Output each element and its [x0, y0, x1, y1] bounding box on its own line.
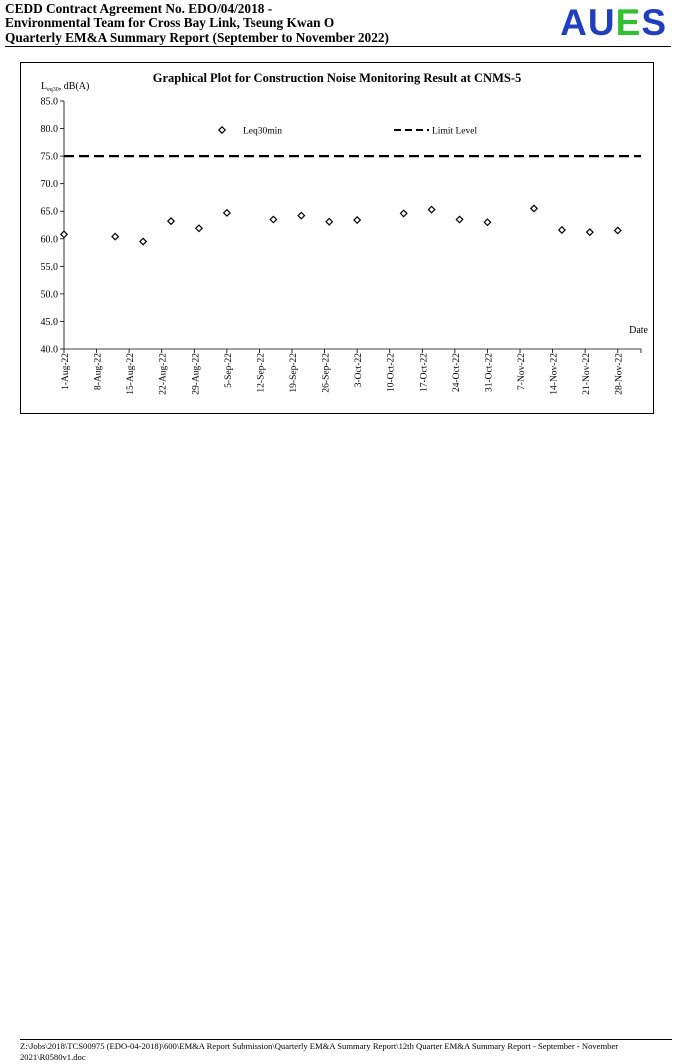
x-tick-label-11: 17-Oct-22: [419, 353, 429, 392]
leq30-point-4: [194, 224, 203, 233]
y-tick-label-4: 60.0: [41, 234, 59, 245]
x-tick-label-7: 19-Sep-22: [289, 353, 299, 393]
leq30-point-1: [111, 232, 120, 241]
x-tick-label-3: 22-Aug-22: [159, 353, 169, 395]
x-tick-label-17: 28-Nov-22: [615, 353, 625, 395]
chart-frame: Graphical Plot for Construction Noise Mo…: [20, 62, 654, 414]
leq30-point-3: [166, 217, 176, 226]
x-tick-label-8: 26-Sep-22: [322, 353, 332, 393]
noise-monitoring-chart: Graphical Plot for Construction Noise Mo…: [41, 71, 649, 395]
team-title: Environmental Team for Cross Bay Link, T…: [5, 15, 335, 30]
report-title: Quarterly EM&A Summary Report (September…: [5, 30, 389, 45]
x-tick-label-1: 8-Aug-22: [94, 353, 104, 390]
y-tick-label-5: 65.0: [41, 207, 59, 218]
x-tick-label-10: 10-Oct-22: [387, 353, 397, 392]
leq30-point-5: [222, 208, 231, 217]
leq30-point-15: [557, 225, 566, 235]
x-tick-label-0: 1-Aug-22: [61, 353, 71, 390]
x-tick-label-15: 14-Nov-22: [550, 353, 560, 395]
y-tick-label-7: 75.0: [41, 152, 59, 163]
y-tick-label-8: 80.0: [41, 124, 59, 135]
y-tick-label-2: 50.0: [41, 289, 59, 300]
footer-divider: [20, 1039, 672, 1040]
leq30-point-8: [325, 217, 334, 226]
x-tick-label-2: 15-Aug-22: [126, 353, 136, 395]
chart-title: Graphical Plot for Construction Noise Mo…: [153, 71, 522, 85]
leq30-point-6: [269, 215, 278, 224]
logo-letter-a: A: [560, 2, 588, 43]
aues-logo: AUES: [560, 2, 667, 43]
report-header: CEDD Contract Agreement No. EDO/04/2018 …: [5, 2, 671, 46]
y-tick-label-6: 70.0: [41, 179, 59, 190]
leq30-point-14: [529, 204, 539, 213]
logo-letter-e: E: [615, 2, 642, 43]
y-tick-label-1: 45.0: [41, 317, 59, 328]
x-tick-label-6: 12-Sep-22: [256, 353, 266, 393]
legend-leq30-label: Leq30min: [243, 127, 282, 137]
leq30-point-9: [353, 215, 362, 225]
leq30-point-16: [585, 228, 594, 237]
logo-letter-u: U: [587, 2, 616, 43]
leq30-point-2: [139, 237, 148, 246]
x-tick-label-16: 21-Nov-22: [582, 353, 592, 395]
leq30-point-0: [59, 230, 69, 239]
x-tick-label-13: 31-Oct-22: [484, 353, 494, 392]
logo-letter-s: S: [641, 2, 667, 43]
y-tick-label-0: 40.0: [41, 345, 59, 356]
leq30-point-10: [399, 209, 408, 218]
file-path-footer: Z:\Jobs\2018\TCS00975 (EDO-04-2018)\600\…: [20, 1041, 619, 1062]
x-tick-label-14: 7-Nov-22: [517, 353, 527, 390]
leq30-point-7: [297, 211, 306, 220]
leq30-point-13: [483, 218, 492, 227]
leq30-point-12: [455, 215, 464, 224]
leq30-point-11: [427, 205, 436, 214]
x-tick-label-5: 5-Sep-22: [224, 353, 234, 388]
y-tick-label-3: 55.0: [41, 262, 59, 273]
x-tick-label-4: 29-Aug-22: [191, 353, 201, 395]
x-axis-label: Date: [629, 325, 648, 336]
y-axis-label: Leq30, dB(A): [41, 81, 89, 93]
y-tick-label-9: 85.0: [41, 97, 59, 108]
header-divider: [5, 46, 671, 47]
x-tick-label-9: 3-Oct-22: [354, 353, 364, 388]
x-tick-label-12: 24-Oct-22: [452, 353, 462, 392]
legend-leq30-marker: [217, 125, 227, 135]
contract-title: CEDD Contract Agreement No. EDO/04/2018 …: [5, 1, 273, 16]
leq30-point-17: [613, 226, 622, 235]
legend-limit-label: Limit Level: [432, 127, 477, 137]
